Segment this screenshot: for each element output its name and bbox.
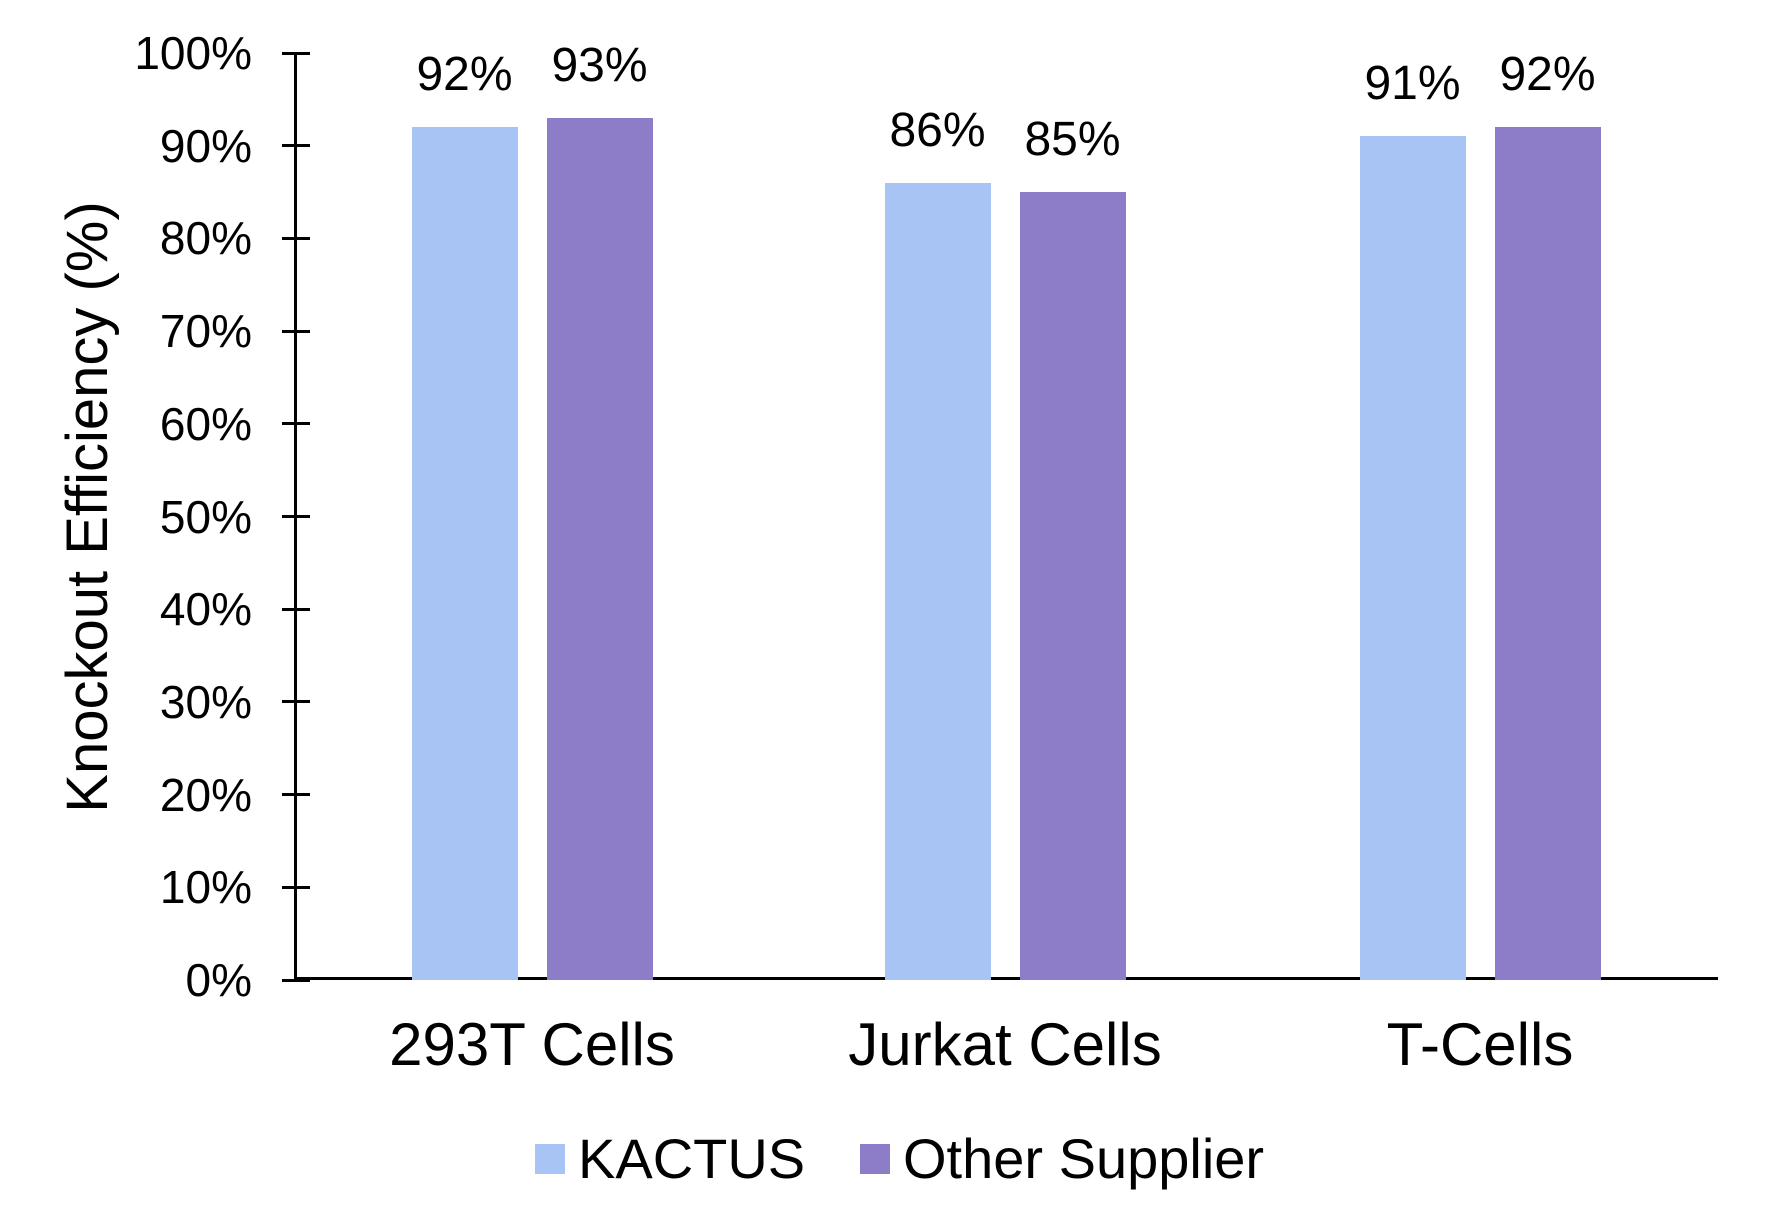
bar-value-label: 92%	[1499, 48, 1596, 102]
legend-item-other-supplier: Other Supplier	[860, 1126, 1264, 1191]
y-tick-mark	[282, 608, 310, 611]
y-tick-mark	[282, 422, 310, 425]
x-axis-line	[294, 977, 1718, 980]
bar-other-supplier-jurkat-cells	[1019, 192, 1126, 980]
y-tick-mark	[282, 886, 310, 889]
bar-value-label: 91%	[1364, 57, 1461, 111]
legend-swatch-kactus	[535, 1143, 565, 1174]
legend-label-other-supplier: Other Supplier	[903, 1127, 1265, 1190]
y-tick-label: 40%	[159, 583, 252, 636]
bar-other-supplier-293t-cells	[546, 117, 653, 980]
y-tick-mark	[282, 793, 310, 796]
y-tick-label: 20%	[159, 768, 252, 821]
y-tick-mark	[282, 515, 310, 518]
bar-value-label: 85%	[1024, 113, 1121, 167]
y-tick-label: 10%	[159, 861, 252, 914]
category-label-t-cells: T-Cells	[1386, 1011, 1574, 1078]
bar-other-supplier-t-cells	[1494, 127, 1601, 980]
bar-value-label: 86%	[889, 103, 986, 157]
legend-label-kactus: KACTUS	[578, 1127, 806, 1190]
y-tick-label: 70%	[159, 305, 252, 358]
y-tick-mark	[282, 52, 310, 55]
y-tick-mark	[282, 330, 310, 333]
y-tick-label: 100%	[134, 27, 252, 79]
y-tick-mark	[282, 700, 310, 703]
bar-value-label: 92%	[416, 48, 513, 102]
category-label-jurkat-cells: Jurkat Cells	[848, 1011, 1162, 1078]
legend-swatch-other-supplier	[860, 1143, 890, 1174]
bar-kactus-293t-cells	[411, 127, 518, 980]
y-tick-label: 30%	[159, 675, 252, 728]
y-tick-label: 80%	[159, 212, 252, 265]
y-tick-label: 0%	[185, 954, 252, 1006]
y-tick-label: 50%	[159, 490, 252, 543]
y-tick-label: 90%	[159, 119, 252, 172]
bar-kactus-jurkat-cells	[884, 182, 991, 980]
y-tick-mark	[282, 144, 310, 147]
y-tick-label: 60%	[159, 397, 252, 450]
category-label-293t-cells: 293T Cells	[389, 1011, 675, 1078]
y-tick-mark	[282, 979, 310, 982]
bar-value-label: 93%	[551, 38, 648, 92]
legend-item-kactus: KACTUS	[535, 1126, 805, 1191]
bar-kactus-t-cells	[1359, 136, 1466, 980]
y-tick-mark	[282, 237, 310, 240]
